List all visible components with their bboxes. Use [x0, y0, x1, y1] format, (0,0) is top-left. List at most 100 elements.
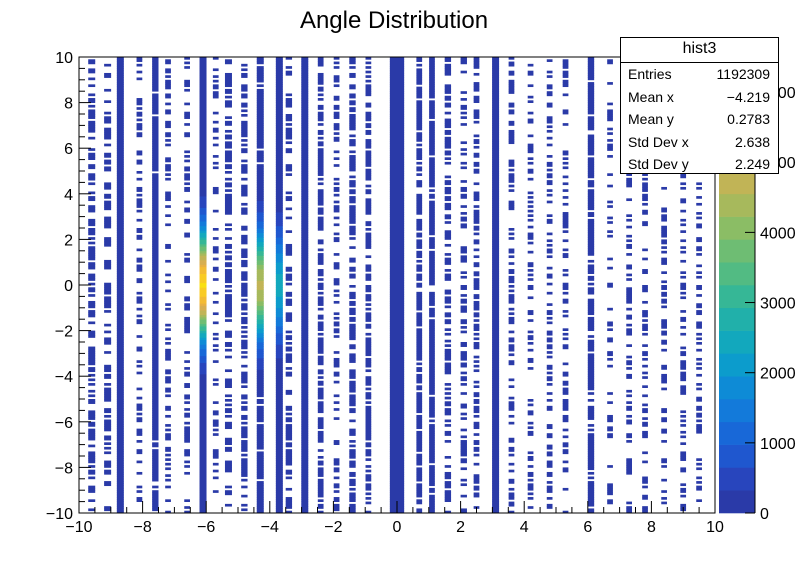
heatmap-cell	[508, 232, 515, 236]
heatmap-cell	[460, 362, 467, 366]
heatmap-cell	[275, 193, 283, 197]
heatmap-cell	[333, 417, 340, 420]
heatmap-cell	[696, 408, 702, 411]
heatmap-cell	[473, 59, 480, 62]
heatmap-cell	[275, 383, 283, 386]
heatmap-cell	[642, 460, 648, 464]
heatmap-cell	[473, 328, 480, 331]
heatmap-cell	[317, 357, 324, 361]
heatmap-cell	[473, 209, 480, 213]
heatmap-cell	[317, 339, 324, 343]
heatmap-cell	[546, 460, 553, 464]
heatmap-cell	[492, 118, 500, 122]
heatmap-cell	[416, 362, 423, 366]
heatmap-cell	[116, 401, 124, 404]
heatmap-cell	[587, 357, 595, 361]
heatmap-cell	[301, 367, 309, 370]
heatmap-cell	[241, 123, 248, 126]
heatmap-cell	[317, 430, 324, 434]
heatmap-cell	[285, 405, 293, 409]
heatmap-cell	[365, 212, 372, 215]
heatmap-cell	[642, 314, 648, 318]
heatmap-cell	[349, 57, 356, 60]
heatmap-cell	[152, 225, 159, 229]
heatmap-cell	[508, 109, 515, 113]
heatmap-cell	[104, 339, 112, 343]
heatmap-cell	[116, 323, 124, 327]
heatmap-cell	[275, 323, 283, 327]
heatmap-cell	[104, 426, 112, 430]
heatmap-cell	[256, 79, 264, 83]
heatmap-cell	[333, 61, 340, 65]
heatmap-cell	[241, 72, 248, 76]
heatmap-cell	[389, 401, 405, 404]
heatmap-cell	[696, 248, 702, 252]
heatmap-cell	[416, 259, 423, 263]
heatmap-cell	[152, 389, 159, 393]
heatmap-cell	[416, 417, 423, 420]
heatmap-cell	[224, 123, 232, 126]
heatmap-cell	[212, 462, 219, 466]
heatmap-cell	[460, 186, 467, 190]
heatmap-cell	[152, 353, 159, 357]
heatmap-cell	[508, 414, 515, 418]
heatmap-cell	[527, 478, 534, 482]
heatmap-cell	[587, 173, 595, 176]
heatmap-cell	[333, 116, 340, 119]
heatmap-cell	[116, 487, 124, 491]
heatmap-cell	[492, 218, 500, 222]
heatmap-cell	[212, 189, 219, 192]
heatmap-cell	[301, 287, 309, 290]
heatmap-cell	[349, 294, 356, 297]
heatmap-cell	[607, 221, 613, 224]
heatmap-cell	[546, 446, 553, 450]
heatmap-cell	[224, 403, 232, 407]
heatmap-cell	[546, 346, 553, 350]
heatmap-cell	[333, 136, 340, 140]
heatmap-cell	[301, 285, 309, 288]
heatmap-cell	[152, 319, 159, 322]
heatmap-cell	[199, 239, 207, 243]
heatmap-cell	[199, 150, 207, 154]
heatmap-cell	[546, 218, 553, 222]
heatmap-cell	[416, 269, 423, 272]
heatmap-cell	[444, 72, 452, 76]
heatmap-cell	[444, 196, 452, 199]
heatmap-cell	[587, 383, 595, 386]
z-tick-label: 1000	[760, 436, 796, 453]
heatmap-cell	[317, 86, 324, 90]
heatmap-cell	[416, 433, 423, 436]
heatmap-cell	[275, 68, 283, 72]
heatmap-cell	[184, 367, 190, 370]
heatmap-cell	[116, 426, 124, 430]
heatmap-cell	[607, 82, 613, 85]
heatmap-cell	[152, 88, 159, 92]
heatmap-cell	[492, 326, 500, 329]
heatmap-cell	[275, 182, 283, 186]
heatmap-cell	[116, 321, 124, 325]
heatmap-cell	[527, 250, 534, 254]
heatmap-cell	[460, 255, 467, 259]
heatmap-cell	[492, 405, 500, 409]
heatmap-cell	[136, 134, 143, 138]
heatmap-cell	[349, 107, 356, 110]
heatmap-cell	[473, 401, 480, 404]
heatmap-cell	[275, 141, 283, 145]
heatmap-cell	[349, 100, 356, 103]
heatmap-cell	[492, 412, 500, 416]
heatmap-cell	[199, 61, 207, 65]
heatmap-cell	[199, 205, 207, 208]
heatmap-cell	[301, 337, 309, 341]
heatmap-cell	[152, 451, 159, 455]
heatmap-cell	[508, 61, 515, 65]
heatmap-cell	[301, 198, 309, 202]
heatmap-cell	[116, 123, 124, 126]
heatmap-cell	[199, 79, 207, 83]
heatmap-cell	[444, 68, 452, 72]
heatmap-cell	[587, 191, 595, 195]
heatmap-cell	[317, 321, 324, 325]
heatmap-cell	[256, 474, 264, 477]
heatmap-cell	[389, 84, 405, 88]
heatmap-cell	[527, 241, 534, 245]
heatmap-cell	[285, 330, 293, 334]
